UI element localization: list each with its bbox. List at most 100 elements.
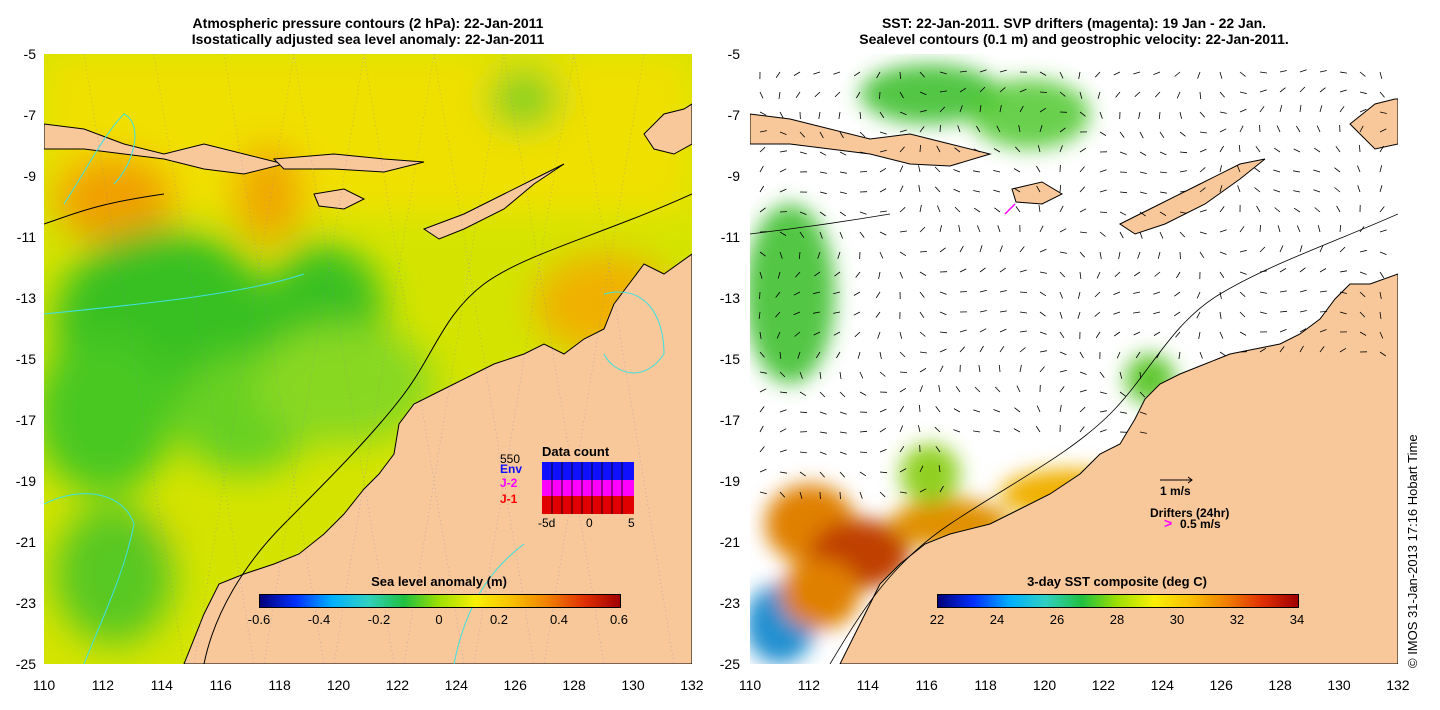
- colorbar-tick: 26: [1049, 612, 1065, 627]
- lon-tick: 110: [738, 677, 762, 693]
- right-colorbar-label: 3-day SST composite (deg C): [1027, 574, 1207, 589]
- australia-landmass-right: [839, 273, 1398, 664]
- lon-tick: 128: [562, 677, 586, 693]
- right-map[interactable]: 1 m/s Drifters (24hr) 0.5 m/s > 3-day SS…: [750, 54, 1398, 664]
- lon-tick: 116: [209, 677, 232, 693]
- right-title-line2: Sealevel contours (0.1 m) and geostrophi…: [859, 31, 1289, 47]
- colorbar-tick: -0.6: [247, 612, 271, 627]
- island-sumba-right: [1011, 181, 1064, 205]
- colorbar-tick: -0.4: [307, 612, 331, 627]
- data-count-xtick-1: 0: [586, 516, 593, 530]
- left-colorbar-label: Sea level anomaly (m): [371, 574, 507, 589]
- colorbar-tick: 0.6: [609, 612, 629, 627]
- data-count-bars: [542, 462, 634, 514]
- lat-tick: -15: [719, 351, 740, 367]
- lon-tick: 130: [1327, 677, 1351, 693]
- lat-tick: -9: [23, 168, 36, 184]
- lon-tick: 122: [385, 677, 410, 693]
- source-env: Env: [500, 462, 523, 476]
- lat-tick: -7: [727, 107, 740, 123]
- lat-tick: -9: [727, 168, 740, 184]
- island-flores: [272, 153, 425, 173]
- island-sumba: [313, 188, 366, 210]
- lon-tick: 124: [444, 677, 468, 693]
- lat-tick: -7: [23, 107, 36, 123]
- lon-tick: 130: [621, 677, 645, 693]
- lon-tick: 120: [326, 677, 351, 693]
- lon-tick: 132: [1386, 677, 1410, 693]
- source-j2: J-2: [500, 476, 518, 490]
- colorbar-tick: 28: [1109, 612, 1125, 627]
- lon-tick: 124: [1150, 677, 1174, 693]
- island-java-east-right: [750, 113, 992, 167]
- lon-tick: 112: [797, 677, 821, 693]
- lat-tick: -11: [16, 229, 36, 245]
- lat-tick: -13: [719, 290, 740, 306]
- island-java-east: [44, 123, 285, 175]
- colorbar-tick: 34: [1289, 612, 1305, 627]
- data-count-xtick-2: 5: [628, 516, 635, 530]
- island-north: [643, 103, 692, 155]
- velocity-scale-label: 1 m/s: [1160, 484, 1191, 498]
- left-map[interactable]: Data count 550 Env J-2 J-1 -5d 0 5 Sea l…: [44, 54, 692, 664]
- lat-tick: -21: [719, 534, 740, 550]
- lat-tick: -19: [15, 473, 36, 489]
- lat-tick: -25: [15, 656, 36, 672]
- data-count-max: 550: [500, 452, 521, 466]
- colorbar-tick: 30: [1169, 612, 1185, 627]
- lat-tick: -25: [719, 656, 740, 672]
- lat-tick: -5: [23, 46, 36, 62]
- lon-tick: 114: [856, 677, 879, 693]
- colorbar-tick: 0: [435, 612, 443, 627]
- lat-tick: -15: [15, 351, 36, 367]
- lat-tick: -21: [15, 534, 36, 550]
- colorbar-tick: 32: [1229, 612, 1245, 627]
- lon-tick: 126: [1209, 677, 1233, 693]
- lat-tick: -17: [15, 412, 36, 428]
- island-timor-right: [1119, 158, 1266, 235]
- lon-tick: 110: [32, 677, 56, 693]
- left-title: Atmospheric pressure contours (2 hPa): 2…: [44, 15, 692, 47]
- left-title-line1: Atmospheric pressure contours (2 hPa): 2…: [192, 15, 544, 31]
- lon-tick: 112: [91, 677, 115, 693]
- data-count-title: Data count: [542, 444, 610, 459]
- colorbar-tick: 24: [989, 612, 1005, 627]
- lon-tick: 132: [680, 677, 704, 693]
- lon-tick: 122: [1091, 677, 1116, 693]
- data-count-xtick-0: -5d: [538, 516, 556, 530]
- right-title-line1: SST: 22-Jan-2011. SVP drifters (magenta)…: [881, 15, 1267, 31]
- left-title-line2: Isostatically adjusted sea level anomaly…: [191, 31, 545, 47]
- colorbar-tick: 0.2: [489, 612, 509, 627]
- data-count-inset: Data count 550 Env J-2 J-1 -5d 0 5: [500, 444, 650, 534]
- drifter-scale-label: 0.5 m/s: [1180, 517, 1221, 531]
- drifter-scale-glyph: >: [1164, 515, 1173, 531]
- lon-tick: 116: [915, 677, 938, 693]
- lat-tick: -13: [15, 290, 36, 306]
- lon-tick: 120: [1032, 677, 1057, 693]
- island-north-right: [1349, 98, 1398, 150]
- credit-text: © IMOS 31-Jan-2013 17:16 Hobart Time: [1405, 434, 1420, 668]
- lon-tick: 118: [268, 677, 291, 693]
- lat-tick: -11: [720, 229, 740, 245]
- lat-tick: -23: [15, 595, 36, 611]
- lon-tick: 126: [503, 677, 527, 693]
- lat-tick: -5: [727, 46, 740, 62]
- source-j1: J-1: [500, 492, 518, 506]
- left-colorbar: [259, 594, 621, 608]
- right-title: SST: 22-Jan-2011. SVP drifters (magenta)…: [750, 15, 1398, 47]
- australia-landmass: [183, 253, 692, 664]
- lat-tick: -23: [719, 595, 740, 611]
- velocity-scale-arrow: [1160, 476, 1193, 484]
- lat-tick: -17: [719, 412, 740, 428]
- lon-tick: 114: [150, 677, 173, 693]
- island-timor: [422, 163, 565, 240]
- colorbar-tick: 22: [929, 612, 945, 627]
- colorbar-tick: -0.2: [367, 612, 391, 627]
- lon-tick: 118: [974, 677, 997, 693]
- colorbar-tick: 0.4: [549, 612, 569, 627]
- lon-tick: 128: [1268, 677, 1292, 693]
- lat-tick: -19: [719, 473, 740, 489]
- sea-level-anomaly-field: [44, 54, 692, 664]
- right-colorbar: [937, 594, 1299, 608]
- drifters-label: Drifters (24hr): [1150, 506, 1230, 520]
